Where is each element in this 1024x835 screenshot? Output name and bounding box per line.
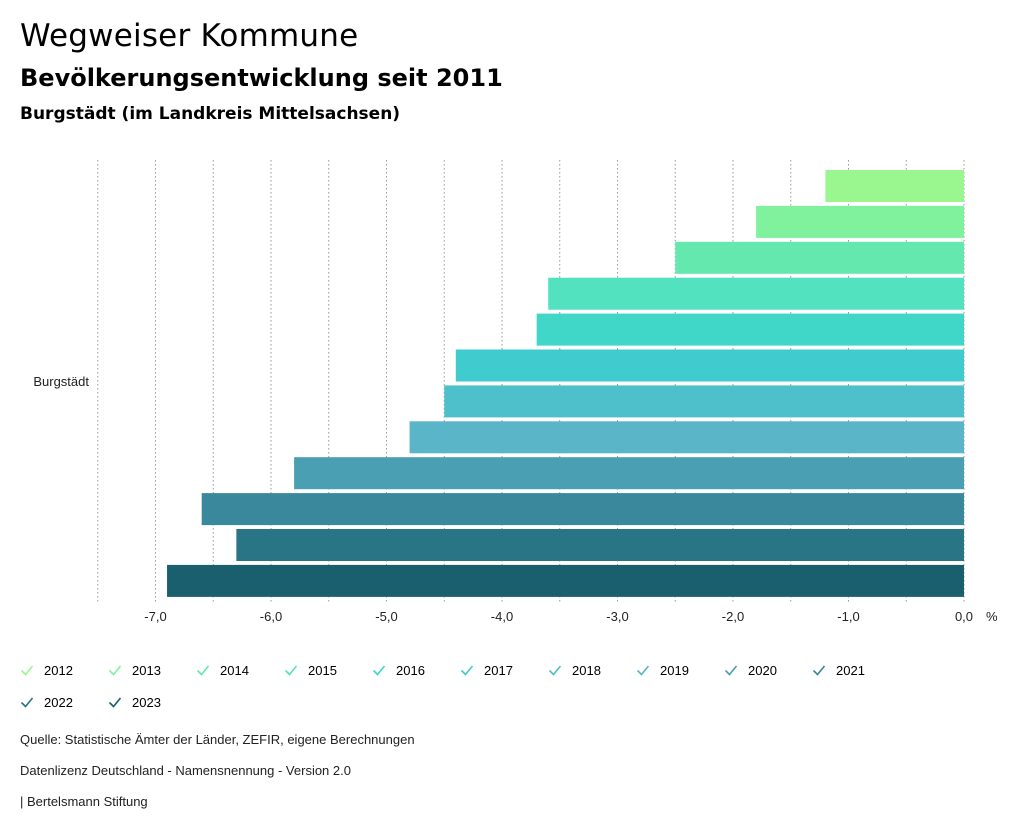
x-axis-unit: % bbox=[986, 609, 998, 624]
check-icon bbox=[812, 665, 826, 676]
bar-chart: -7,0 -6,0 -5,0 -4,0 -3,0 -2,0 -1,0 0,0 Burgstäd… bbox=[33, 160, 998, 624]
legend-label: 2018 bbox=[572, 662, 601, 678]
legend-label: 2020 bbox=[748, 662, 777, 678]
legend-label: 2014 bbox=[220, 662, 249, 678]
x-tick-label: -1,0 bbox=[837, 609, 859, 624]
legend-label: 2012 bbox=[44, 662, 73, 678]
bar-2022[interactable] bbox=[236, 529, 965, 561]
bar-2013[interactable] bbox=[756, 205, 964, 238]
legend-item-2022[interactable]: 2022 bbox=[20, 692, 73, 712]
region-label: Burgstädt (im Landkreis Mittelsachsen) bbox=[20, 104, 401, 124]
x-tick-label: -5,0 bbox=[375, 609, 397, 624]
legend-label: 2022 bbox=[44, 694, 73, 710]
legend-item-2021[interactable]: 2021 bbox=[812, 660, 865, 680]
legend-label: 2019 bbox=[660, 662, 689, 678]
legend-item-2016[interactable]: 2016 bbox=[372, 660, 425, 680]
check-icon bbox=[636, 665, 650, 676]
bar-2023[interactable] bbox=[167, 564, 965, 597]
check-icon bbox=[548, 665, 562, 676]
bar-2015[interactable] bbox=[548, 277, 964, 310]
bar-2018[interactable] bbox=[444, 385, 964, 418]
legend-item-2017[interactable]: 2017 bbox=[460, 660, 513, 680]
legend-item-2023[interactable]: 2023 bbox=[108, 692, 161, 712]
x-tick-label: -6,0 bbox=[260, 609, 282, 624]
x-tick-label: -4,0 bbox=[491, 609, 513, 624]
check-icon bbox=[372, 665, 386, 676]
check-icon bbox=[196, 665, 210, 676]
chart-subtitle: Bevölkerungsentwicklung seit 2011 bbox=[20, 64, 503, 92]
check-icon bbox=[20, 665, 34, 676]
x-axis: -7,0 -6,0 -5,0 -4,0 -3,0 -2,0 -1,0 0,0 bbox=[144, 609, 973, 624]
legend-item-2012[interactable]: 2012 bbox=[20, 660, 73, 680]
legend-item-2015[interactable]: 2015 bbox=[284, 660, 337, 680]
category-label: Burgstädt bbox=[33, 374, 89, 389]
legend-label: 2015 bbox=[308, 662, 337, 678]
bar-2016[interactable] bbox=[536, 313, 964, 346]
publisher-note: | Bertelsmann Stiftung bbox=[20, 794, 148, 809]
check-icon bbox=[460, 665, 474, 676]
x-tick-label: -3,0 bbox=[606, 609, 628, 624]
check-icon bbox=[108, 697, 122, 708]
bar-2014[interactable] bbox=[675, 241, 964, 274]
check-icon bbox=[20, 697, 34, 708]
page-title: Wegweiser Kommune bbox=[20, 18, 359, 54]
x-tick-label: 0,0 bbox=[955, 609, 973, 624]
legend-label: 2016 bbox=[396, 662, 425, 678]
bar-2017[interactable] bbox=[455, 349, 964, 382]
legend-label: 2023 bbox=[132, 694, 161, 710]
source-note: Quelle: Statistische Ämter der Länder, Z… bbox=[20, 732, 415, 747]
bar-2019[interactable] bbox=[409, 421, 965, 454]
check-icon bbox=[108, 665, 122, 676]
legend-item-2014[interactable]: 2014 bbox=[196, 660, 249, 680]
legend-item-2020[interactable]: 2020 bbox=[724, 660, 777, 680]
legend-label: 2017 bbox=[484, 662, 513, 678]
license-note: Datenlizenz Deutschland - Namensnennung … bbox=[20, 763, 351, 778]
legend-label: 2021 bbox=[836, 662, 865, 678]
legend-item-2019[interactable]: 2019 bbox=[636, 660, 689, 680]
bar-2020[interactable] bbox=[294, 457, 965, 490]
bar-2021[interactable] bbox=[201, 493, 964, 526]
bar-2012[interactable] bbox=[825, 170, 964, 202]
check-icon bbox=[284, 665, 298, 676]
check-icon bbox=[724, 665, 738, 676]
bars bbox=[167, 170, 965, 597]
legend-label: 2013 bbox=[132, 662, 161, 678]
legend-item-2018[interactable]: 2018 bbox=[548, 660, 601, 680]
legend-item-2013[interactable]: 2013 bbox=[108, 660, 161, 680]
x-tick-label: -2,0 bbox=[722, 609, 744, 624]
x-tick-label: -7,0 bbox=[144, 609, 166, 624]
